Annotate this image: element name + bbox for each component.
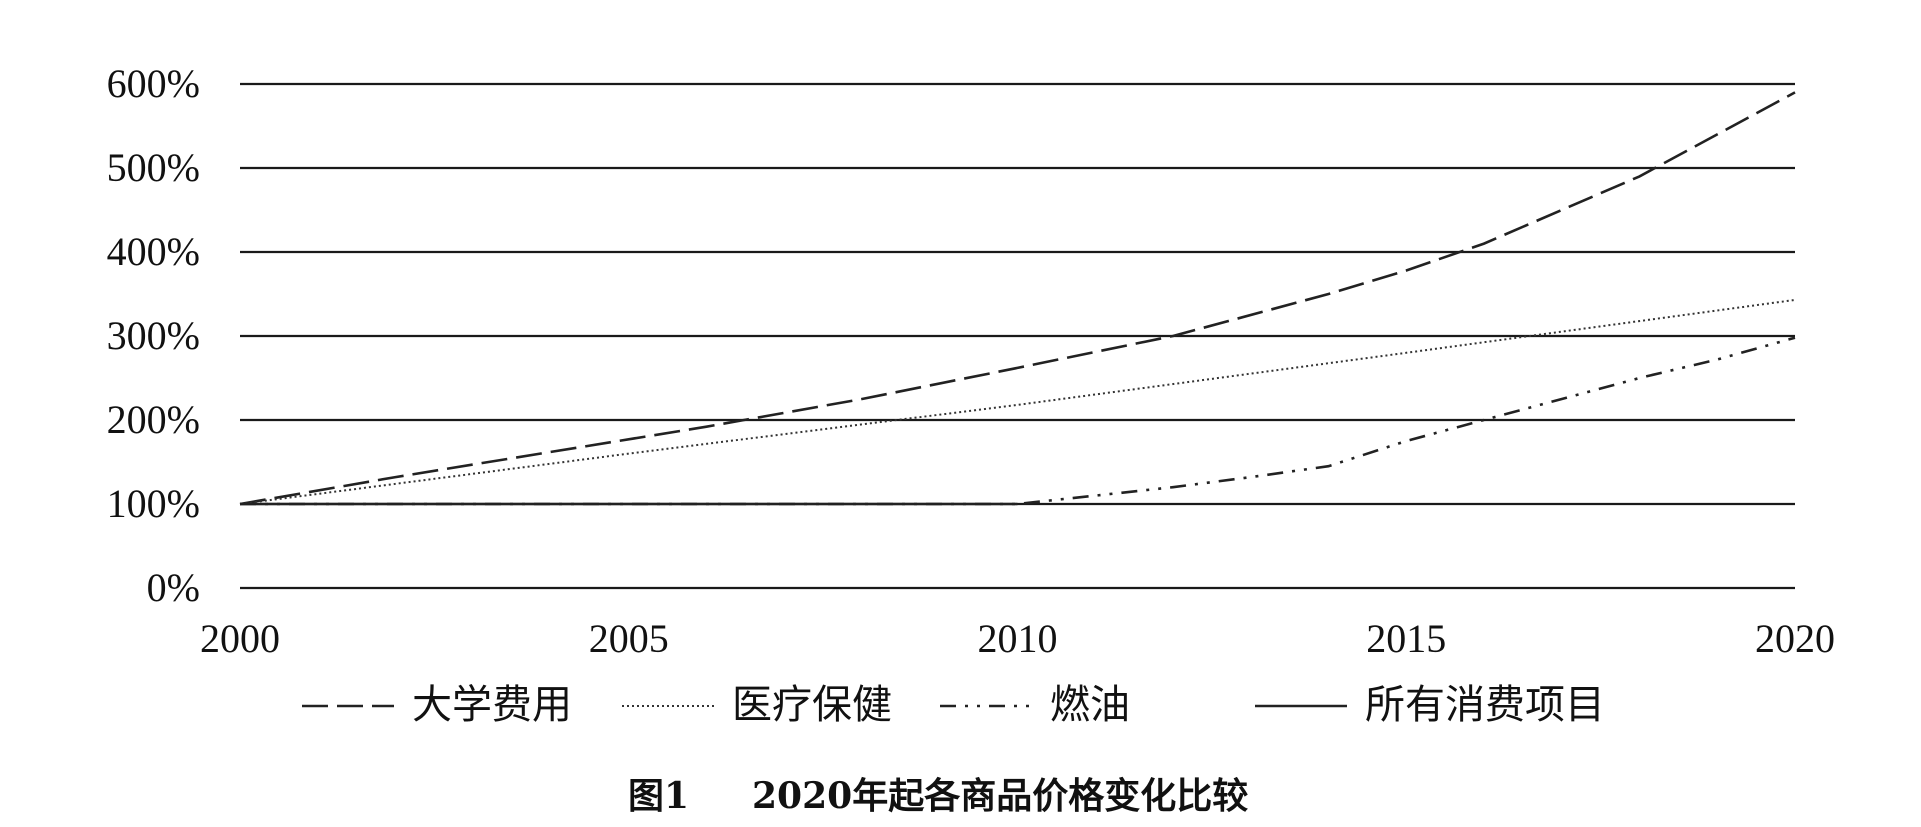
x-tick-label-2000: 2000 <box>200 616 280 661</box>
gridlines <box>240 82 1795 590</box>
x-tick-label-2005: 2005 <box>589 616 669 661</box>
y-tick-label-100: 100% <box>107 481 200 526</box>
y-tick-label-300: 300% <box>107 313 200 358</box>
x-tick-label-2020: 2020 <box>1755 616 1835 661</box>
series-line-1 <box>239 298 1796 505</box>
figure-caption-text: 2020年起各商品价格变化比较 <box>752 775 1248 817</box>
legend-label-0: 大学费用 <box>412 682 572 728</box>
y-tick-label-600: 600% <box>107 61 200 106</box>
y-tick-label-0: 0% <box>147 565 200 610</box>
y-tick-label-400: 400% <box>107 229 200 274</box>
x-tick-label-2015: 2015 <box>1366 616 1446 661</box>
y-tick-label-200: 200% <box>107 397 200 442</box>
legend-label-1: 医疗保健 <box>732 682 892 728</box>
y-tick-label-500: 500% <box>107 145 200 190</box>
series-line-2 <box>240 336 1796 506</box>
series-lines <box>239 91 1796 506</box>
figure-caption: 图1 2020年起各商品价格变化比较 <box>628 775 1248 817</box>
series-line-0 <box>239 91 1796 506</box>
legend-label-3: 所有消费项目 <box>1365 682 1605 728</box>
figure-caption-label: 图1 <box>628 775 689 817</box>
legend-label-2: 燃油 <box>1050 682 1130 728</box>
legend: 大学费用 医疗保健 燃油 所有消费项目 <box>302 682 1605 728</box>
x-axis-tick-labels: 2000 2005 2010 2015 2020 <box>200 616 1835 661</box>
y-axis-tick-labels: 0% 100% 200% 300% 400% 500% 600% <box>107 61 200 610</box>
x-tick-label-2010: 2010 <box>978 616 1058 661</box>
